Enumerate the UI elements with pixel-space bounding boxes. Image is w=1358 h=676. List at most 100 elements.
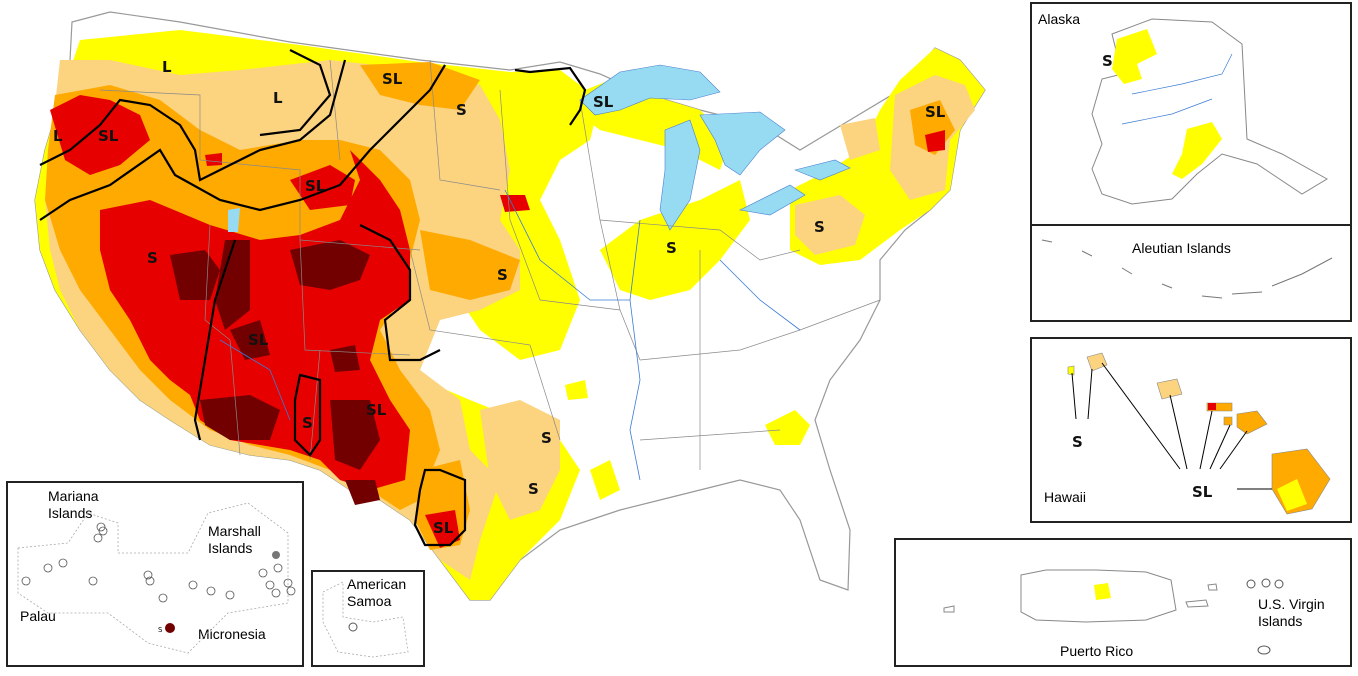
great-lake-erie (739, 184, 806, 216)
mariana-title: Mariana Islands (48, 488, 99, 521)
alaska-panel: Alaska S (1030, 2, 1352, 226)
samoa-boundary (322, 581, 409, 658)
d4-area-nm (330, 400, 380, 470)
pr-vieques (1185, 599, 1209, 608)
impact-label: SL (248, 331, 269, 349)
great-lake-huron (699, 111, 786, 176)
pacific-panel: Mariana Islands Marshall Islands Palau M… (6, 481, 304, 667)
d4-area-ut-sw (230, 320, 270, 360)
samoa-map (322, 581, 409, 658)
pacific-map: S (17, 502, 296, 654)
great-lake-superior (579, 64, 721, 116)
d4-area-nevada (170, 250, 220, 300)
d3-area-id (205, 153, 222, 166)
samoa-island (348, 622, 358, 632)
great-salt-lake (228, 208, 240, 232)
d0-area-south-small (565, 380, 588, 400)
impact-label: S (147, 249, 158, 267)
impact-label: S (302, 414, 313, 432)
d1-area-texas-east (480, 400, 560, 520)
pr-title: Puerto Rico (1060, 643, 1134, 659)
hawaii-molokai-red (1208, 403, 1216, 410)
marshall-title: Marshall Islands (208, 523, 261, 556)
great-lake-ontario (794, 159, 851, 181)
impact-label: SL (925, 103, 946, 121)
alaska-d0 (1112, 29, 1157, 84)
hawaii-kauai (1086, 352, 1108, 372)
d4-area-tx-west (345, 480, 380, 505)
alaska-impact: S (1102, 52, 1113, 70)
d3-area-maine (925, 130, 945, 152)
d0-area-carolina (765, 410, 810, 445)
hawaii-big-island-yellow (1277, 479, 1307, 511)
d4-area-az (200, 395, 280, 440)
pacific-islands (21, 522, 296, 603)
impact-label: SL (305, 177, 326, 195)
palau-title: Palau (20, 608, 56, 624)
samoa-title: American Samoa (347, 576, 407, 609)
pr-panel: Puerto Rico U.S. Virgin Islands (894, 538, 1352, 667)
d3-area-texas-south (425, 510, 460, 548)
d0-area-midwest (600, 180, 750, 300)
impact-label: SL (366, 401, 387, 419)
impact-label: S (497, 266, 508, 284)
impact-label: L (53, 127, 63, 145)
hawaii-maui (1236, 410, 1268, 435)
great-lake-michigan (659, 119, 701, 231)
hawaii-panel: Hawaii S SL (1030, 337, 1352, 523)
impact-label: SL (98, 127, 119, 145)
impact-label: L (273, 89, 283, 107)
impact-label: S (666, 239, 677, 257)
aleutian-map (1041, 239, 1333, 299)
micronesia-d4-dot (165, 623, 175, 633)
aleutian-title: Aleutian Islands (1132, 240, 1231, 256)
alaska-rivers (1121, 53, 1233, 125)
pr-culebra (1207, 583, 1218, 591)
usvi-title: U.S. Virgin Islands (1258, 596, 1325, 629)
conus-map: L L SL L SL S SL S S SL S S SL S S SL SL… (34, 11, 986, 601)
d1-area-ne-small (840, 118, 880, 160)
d4-area-utah (215, 240, 250, 330)
hawaii-title: Hawaii (1044, 489, 1087, 505)
impact-label: S (456, 101, 467, 119)
pr-mona (943, 605, 955, 613)
alaska-map: S (1091, 18, 1328, 205)
samoa-panel: American Samoa (311, 570, 425, 667)
d1-area-ny (795, 195, 865, 255)
hawaii-impact-sl: SL (1192, 483, 1213, 501)
impact-label: S (814, 218, 825, 236)
pacific-boundaries (17, 502, 289, 654)
alaska-outline (1091, 18, 1328, 205)
hawaii-niihau (1067, 365, 1075, 376)
micronesia-s-label: S (158, 626, 163, 634)
d2-area-north (360, 62, 480, 110)
impact-label: SL (593, 93, 614, 111)
pr-d0 (1094, 583, 1111, 600)
micronesia-title: Micronesia (198, 626, 266, 642)
alaska-d0-south (1172, 122, 1222, 179)
hawaii-lanai (1223, 416, 1233, 426)
impact-label: SL (382, 70, 403, 88)
d4-area-colorado (290, 240, 370, 290)
pr-map (943, 569, 1284, 655)
aleutian-panel: Aleutian Islands (1030, 224, 1352, 322)
impact-label: S (541, 429, 552, 447)
rivers (219, 189, 801, 481)
usvi-islands (1246, 578, 1284, 655)
d0-area-florida (590, 460, 620, 500)
impact-boundaries (39, 49, 587, 547)
hawaii-oahu (1156, 378, 1183, 400)
d3-area-northwest (50, 95, 150, 175)
hawaii-impact-s: S (1072, 433, 1083, 451)
impact-label: SL (433, 519, 454, 537)
hawaii-map: S SL (1067, 352, 1331, 515)
d2-area-plains (420, 230, 520, 300)
state-borders (99, 59, 881, 470)
hawaii-callouts (1071, 362, 1272, 490)
aleutian-chain (1041, 239, 1333, 299)
d3-area-sd (500, 195, 530, 212)
impact-label: L (162, 58, 172, 76)
marshall-dot (272, 551, 280, 559)
alaska-title: Alaska (1038, 11, 1081, 27)
